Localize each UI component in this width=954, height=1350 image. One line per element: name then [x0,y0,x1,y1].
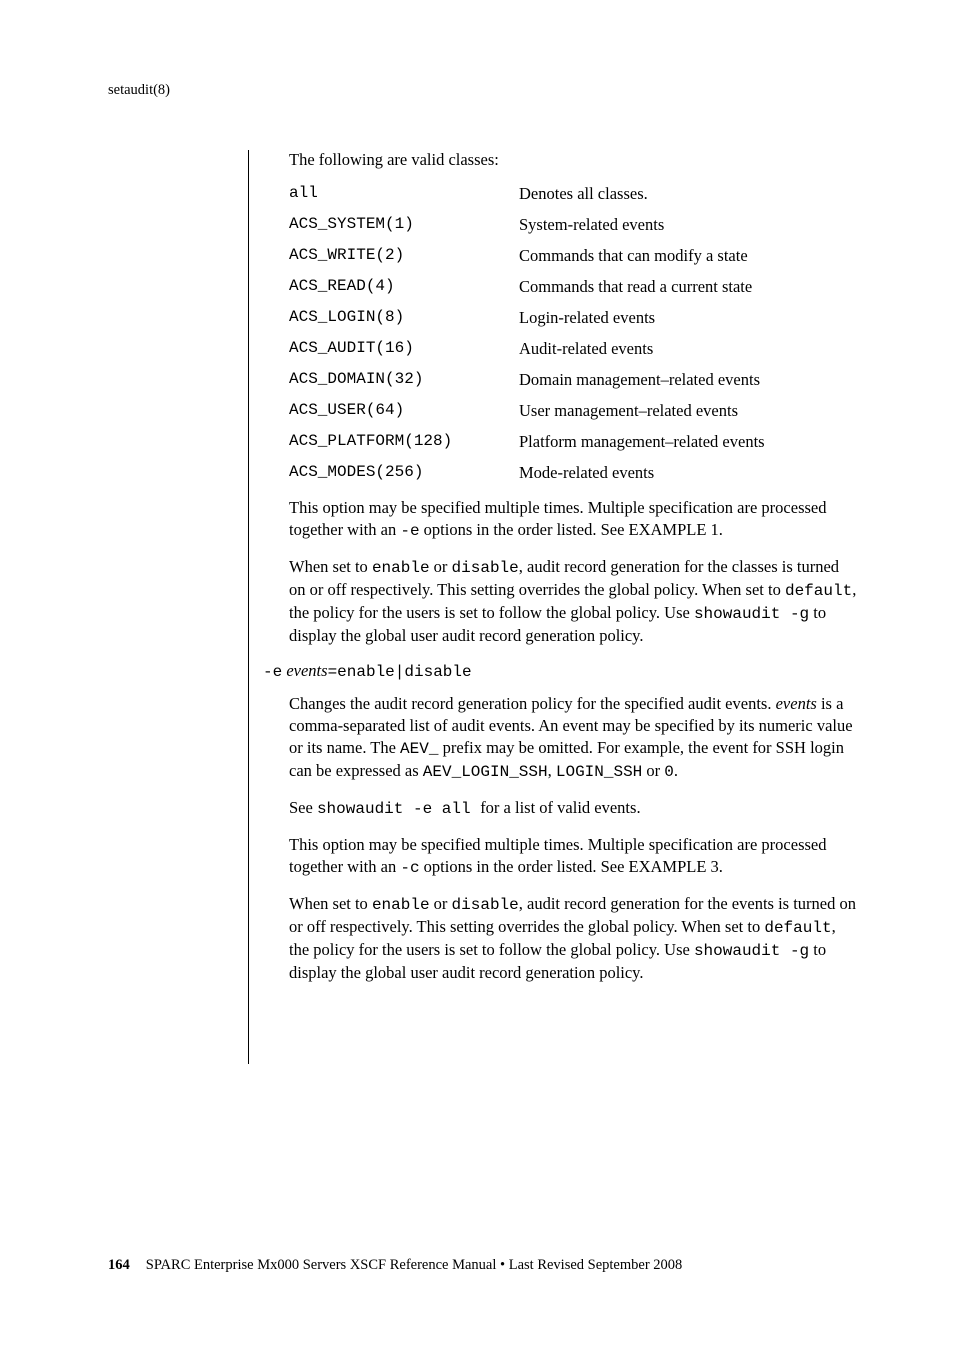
equals: = [328,663,338,681]
class-desc: Login-related events [519,308,858,328]
class-desc: System-related events [519,215,858,235]
code: -c [400,859,419,877]
class-code: all [289,184,519,204]
code: default [785,582,852,600]
option-e-line: -e events=enable|disable [263,661,858,681]
class-table: all Denotes all classes. ACS_SYSTEM(1) S… [289,184,858,483]
footer: 164 SPARC Enterprise Mx000 Servers XSCF R… [108,1257,682,1274]
para-enable-events: When set to enable or disable, audit rec… [289,893,858,984]
class-row: ACS_MODES(256) Mode-related events [289,463,858,483]
class-row: ACS_LOGIN(8) Login-related events [289,308,858,328]
code: AEV_LOGIN_SSH [423,763,548,781]
class-code: ACS_LOGIN(8) [289,308,519,328]
para-events-desc: Changes the audit record generation poli… [289,693,858,783]
para-multi-c: This option may be specified multiple ti… [289,834,858,879]
code: showaudit -g [694,942,809,960]
para-enable-classes: When set to enable or disable, audit rec… [289,556,858,647]
value: enable|disable [337,663,471,681]
class-desc: Domain management–related events [519,370,858,390]
text: for a list of valid events. [480,798,640,817]
intro-line: The following are valid classes: [289,150,858,170]
class-desc: User management–related events [519,401,858,421]
class-row: ACS_USER(64) User management–related eve… [289,401,858,421]
class-row: ACS_READ(4) Commands that read a current… [289,277,858,297]
code: LOGIN_SSH [556,763,642,781]
class-code: ACS_SYSTEM(1) [289,215,519,235]
class-row: all Denotes all classes. [289,184,858,204]
text: or [430,557,452,576]
page-number: 164 [108,1257,130,1273]
class-desc: Audit-related events [519,339,858,359]
header-ref: setaudit(8) [108,82,170,99]
para-multi-e: This option may be specified multiple ti… [289,497,858,542]
events-arg: events [286,661,327,680]
class-row: ACS_DOMAIN(32) Domain management–related… [289,370,858,390]
code: enable [372,559,430,577]
text: options in the order listed. See EXAMPLE… [420,857,723,876]
text: Changes the audit record generation poli… [289,694,776,713]
code: showaudit -e all [317,800,480,818]
code: -e [400,522,419,540]
class-code: ACS_WRITE(2) [289,246,519,266]
class-desc: Mode-related events [519,463,858,483]
text: . [674,761,678,780]
class-code: ACS_AUDIT(16) [289,339,519,359]
code: 0 [664,763,674,781]
class-row: ACS_AUDIT(16) Audit-related events [289,339,858,359]
class-desc: Denotes all classes. [519,184,858,204]
class-code: ACS_USER(64) [289,401,519,421]
class-code: ACS_PLATFORM(128) [289,432,519,452]
text: or [642,761,664,780]
para-see: See showaudit -e all for a list of valid… [289,797,858,820]
text: or [430,894,452,913]
flag: -e [263,663,282,681]
class-code: ACS_DOMAIN(32) [289,370,519,390]
class-code: ACS_MODES(256) [289,463,519,483]
class-desc: Commands that read a current state [519,277,858,297]
class-row: ACS_SYSTEM(1) System-related events [289,215,858,235]
code: AEV_ [400,740,438,758]
class-row: ACS_PLATFORM(128) Platform management–re… [289,432,858,452]
page: setaudit(8) The following are valid clas… [0,0,954,1350]
class-code: ACS_READ(4) [289,277,519,297]
code: default [764,919,831,937]
code: disable [452,896,519,914]
code: showaudit -g [694,605,809,623]
text: See [289,798,317,817]
footer-text: SPARC Enterprise Mx000 Servers XSCF Refe… [146,1257,683,1273]
code: disable [452,559,519,577]
events-italic: events [776,694,817,713]
class-desc: Commands that can modify a state [519,246,858,266]
content-column: The following are valid classes: all Den… [248,150,858,1064]
code: enable [372,896,430,914]
class-desc: Platform management–related events [519,432,858,452]
text: When set to [289,894,372,913]
text: When set to [289,557,372,576]
class-row: ACS_WRITE(2) Commands that can modify a … [289,246,858,266]
text: , [548,761,556,780]
text: options in the order listed. See EXAMPLE… [420,520,723,539]
